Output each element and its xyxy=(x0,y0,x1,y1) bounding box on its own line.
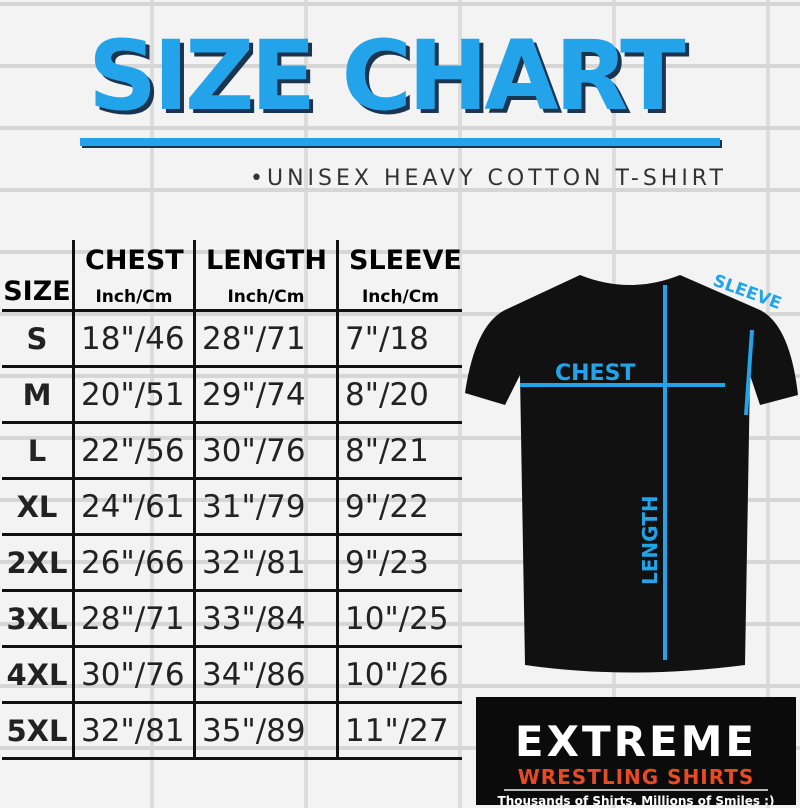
cell-chest: 18"/46 xyxy=(72,310,195,368)
unit-chest: Inch/Cm xyxy=(72,276,195,312)
length-label: LENGTH xyxy=(638,495,662,585)
unit-sleeve: Inch/Cm xyxy=(335,276,462,312)
cell-sleeve: 11"/27 xyxy=(335,702,462,760)
cell-sleeve: 10"/26 xyxy=(335,646,462,704)
cell-size: 5XL xyxy=(2,702,74,760)
cell-size: M xyxy=(2,366,74,424)
cell-length: 30"/76 xyxy=(193,422,338,480)
size-table: CHEST LENGTH SLEEVE SIZE Inch/Cm Inch/Cm… xyxy=(2,240,462,760)
cell-chest: 24"/61 xyxy=(72,478,195,536)
header-sleeve: SLEEVE xyxy=(335,240,462,276)
cell-size: 4XL xyxy=(2,646,74,704)
unit-length: Inch/Cm xyxy=(193,276,338,312)
table-row: L 22"/56 30"/76 8"/21 xyxy=(2,422,462,480)
cell-chest: 30"/76 xyxy=(72,646,195,704)
cell-sleeve: 8"/20 xyxy=(335,366,462,424)
table-row: 2XL 26"/66 32"/81 9"/23 xyxy=(2,534,462,592)
tshirt-diagram: CHEST LENGTH SLEEVE xyxy=(465,271,798,673)
table-row: 4XL 30"/76 34"/86 10"/26 xyxy=(2,646,462,704)
cell-length: 34"/86 xyxy=(193,646,338,704)
table-row: 3XL 28"/71 33"/84 10"/25 xyxy=(2,590,462,648)
cell-length: 29"/74 xyxy=(193,366,338,424)
cell-chest: 20"/51 xyxy=(72,366,195,424)
cell-chest: 22"/56 xyxy=(72,422,195,480)
header-chest: CHEST xyxy=(72,240,195,276)
logo-line2: WRESTLING SHIRTS xyxy=(504,765,768,791)
table-row: XL 24"/61 31"/79 9"/22 xyxy=(2,478,462,536)
cell-length: 31"/79 xyxy=(193,478,338,536)
cell-length: 35"/89 xyxy=(193,702,338,760)
subtitle: •UNISEX HEAVY COTTON T-SHIRT xyxy=(250,166,727,191)
cell-sleeve: 8"/21 xyxy=(335,422,462,480)
cell-sleeve: 9"/23 xyxy=(335,534,462,592)
cell-size: XL xyxy=(2,478,74,536)
page-title: SIZE CHART xyxy=(88,20,686,132)
header-length: LENGTH xyxy=(193,240,338,276)
cell-chest: 26"/66 xyxy=(72,534,195,592)
cell-length: 32"/81 xyxy=(193,534,338,592)
tshirt-icon xyxy=(465,275,798,673)
title-underline xyxy=(80,138,720,146)
cell-length: 33"/84 xyxy=(193,590,338,648)
cell-sleeve: 10"/25 xyxy=(335,590,462,648)
cell-length: 28"/71 xyxy=(193,310,338,368)
cell-sleeve: 7"/18 xyxy=(335,310,462,368)
logo-tagline: Thousands of Shirts. Millions of Smiles … xyxy=(497,794,775,808)
cell-chest: 28"/71 xyxy=(72,590,195,648)
cell-size: 3XL xyxy=(2,590,74,648)
logo-line1: EXTREME xyxy=(514,717,758,766)
table-row: 5XL 32"/81 35"/89 11"/27 xyxy=(2,702,462,760)
header-size: SIZE xyxy=(2,276,74,312)
table-row: M 20"/51 29"/74 8"/20 xyxy=(2,366,462,424)
cell-size: 2XL xyxy=(2,534,74,592)
cell-size: L xyxy=(2,422,74,480)
sleeve-line xyxy=(744,329,754,416)
cell-sleeve: 9"/22 xyxy=(335,478,462,536)
cell-chest: 32"/81 xyxy=(72,702,195,760)
cell-size: S xyxy=(2,310,74,368)
table-row: S 18"/46 28"/71 7"/18 xyxy=(2,310,462,368)
brand-logo: EXTREME WRESTLING SHIRTS Thousands of Sh… xyxy=(476,697,796,808)
chest-label: CHEST xyxy=(555,361,635,386)
